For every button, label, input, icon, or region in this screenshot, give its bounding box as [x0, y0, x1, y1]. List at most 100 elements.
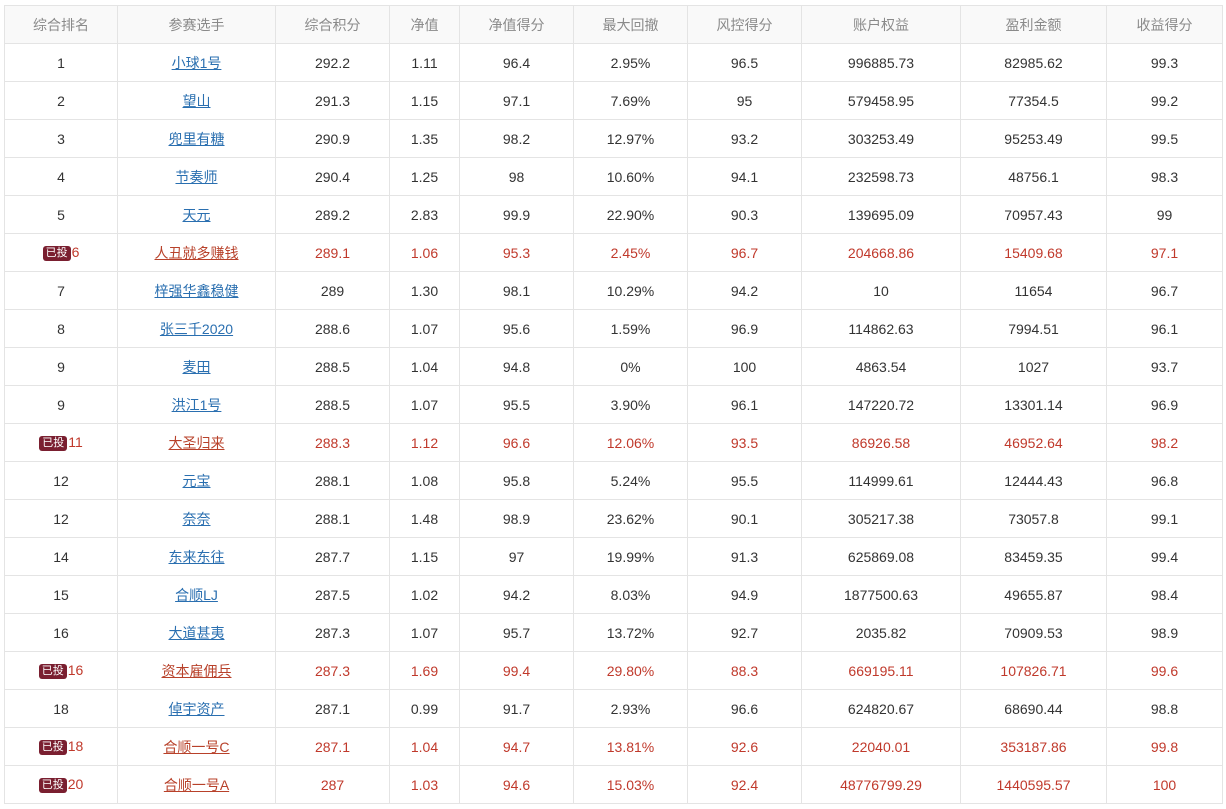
player-cell: 天元	[117, 195, 276, 234]
player-link[interactable]: 大道甚夷	[168, 624, 225, 641]
rank-cell: 15	[4, 575, 118, 614]
header-profit[interactable]: 盈利金额	[960, 5, 1107, 44]
score-cell: 287.5	[275, 575, 390, 614]
rank-number: 8	[57, 320, 65, 337]
equity-cell: 625869.08	[801, 537, 961, 576]
player-cell: 奈奈	[117, 499, 276, 538]
player-link[interactable]: 人丑就多赚钱	[154, 244, 239, 261]
header-score[interactable]: 综合积分	[275, 5, 390, 44]
nav-score-cell: 94.2	[459, 575, 574, 614]
player-link[interactable]: 节奏师	[175, 168, 218, 185]
rank-cell: 14	[4, 537, 118, 576]
table-body: 1 小球1号 292.2 1.11 96.4 2.95% 96.5 996885.73 8298…	[4, 43, 1223, 804]
player-cell: 麦田	[117, 347, 276, 386]
risk-score-cell: 96.1	[687, 385, 802, 424]
nav-score-cell: 95.8	[459, 461, 574, 500]
score-cell: 290.4	[275, 157, 390, 196]
max-drawdown-cell: 1.59%	[573, 309, 688, 348]
header-max-drawdown[interactable]: 最大回撤	[573, 5, 688, 44]
invested-badge: 已投	[38, 664, 67, 679]
max-drawdown-cell: 10.29%	[573, 271, 688, 310]
player-link[interactable]: 小球1号	[171, 54, 222, 71]
player-link[interactable]: 合顺一号A	[163, 776, 230, 793]
player-link[interactable]: 天元	[182, 206, 211, 223]
player-link[interactable]: 倬宇资产	[168, 700, 225, 717]
risk-score-cell: 96.9	[687, 309, 802, 348]
return-score-cell: 99.2	[1106, 81, 1223, 120]
max-drawdown-cell: 23.62%	[573, 499, 688, 538]
rank-number: 3	[57, 130, 65, 147]
rank-number: 1	[57, 54, 65, 71]
invested-badge: 已投	[42, 246, 71, 261]
score-cell: 287.7	[275, 537, 390, 576]
score-cell: 290.9	[275, 119, 390, 158]
rank-cell: 已投 18	[4, 727, 118, 766]
player-link[interactable]: 望山	[182, 92, 211, 109]
return-score-cell: 99	[1106, 195, 1223, 234]
table-row: 12 元宝 288.1 1.08 95.8 5.24% 95.5 114999.61 12444…	[4, 461, 1223, 500]
player-link[interactable]: 资本雇佣兵	[161, 662, 232, 679]
rank-cell: 16	[4, 613, 118, 652]
max-drawdown-cell: 13.81%	[573, 727, 688, 766]
equity-cell: 579458.95	[801, 81, 961, 120]
max-drawdown-cell: 2.95%	[573, 43, 688, 82]
equity-cell: 303253.49	[801, 119, 961, 158]
header-nav[interactable]: 净值	[389, 5, 460, 44]
rank-cell: 已投 11	[4, 423, 118, 462]
rank-cell: 9	[4, 347, 118, 386]
nav-cell: 1.15	[389, 537, 460, 576]
header-return-score[interactable]: 收益得分	[1106, 5, 1223, 44]
rank-number: 12	[53, 510, 69, 527]
player-link[interactable]: 梓强华鑫稳健	[154, 282, 239, 299]
table-row: 已投 6 人丑就多赚钱 289.1 1.06 95.3 2.45% 96.7 204668.86…	[4, 233, 1223, 272]
rank-number: 12	[53, 472, 69, 489]
nav-score-cell: 94.7	[459, 727, 574, 766]
return-score-cell: 98.3	[1106, 157, 1223, 196]
profit-cell: 7994.51	[960, 309, 1107, 348]
equity-cell: 4863.54	[801, 347, 961, 386]
player-link[interactable]: 大圣归来	[168, 434, 225, 451]
player-link[interactable]: 兜里有糖	[168, 130, 225, 147]
table-row: 9 洪江1号 288.5 1.07 95.5 3.90% 96.1 147220.72 1330…	[4, 385, 1223, 424]
header-equity[interactable]: 账户权益	[801, 5, 961, 44]
max-drawdown-cell: 22.90%	[573, 195, 688, 234]
player-link[interactable]: 麦田	[182, 358, 211, 375]
equity-cell: 305217.38	[801, 499, 961, 538]
max-drawdown-cell: 0%	[573, 347, 688, 386]
header-risk-score[interactable]: 风控得分	[687, 5, 802, 44]
rank-number: 16	[53, 624, 69, 641]
profit-cell: 12444.43	[960, 461, 1107, 500]
risk-score-cell: 90.3	[687, 195, 802, 234]
profit-cell: 11654	[960, 271, 1107, 310]
player-link[interactable]: 洪江1号	[171, 396, 222, 413]
table-row: 已投 11 大圣归来 288.3 1.12 96.6 12.06% 93.5 86926.58 4…	[4, 423, 1223, 462]
equity-cell: 114862.63	[801, 309, 961, 348]
table-row: 已投 20 合顺一号A 287 1.03 94.6 15.03% 92.4 48776799.2…	[4, 765, 1223, 804]
risk-score-cell: 96.6	[687, 689, 802, 728]
player-link[interactable]: 东来东往	[168, 548, 225, 565]
table-row: 已投 16 资本雇佣兵 287.3 1.69 99.4 29.80% 88.3 669195.1…	[4, 651, 1223, 690]
equity-cell: 624820.67	[801, 689, 961, 728]
return-score-cell: 99.3	[1106, 43, 1223, 82]
nav-score-cell: 98	[459, 157, 574, 196]
table-row: 已投 18 合顺一号C 287.1 1.04 94.7 13.81% 92.6 22040.01…	[4, 727, 1223, 766]
player-link[interactable]: 张三千2020	[159, 320, 234, 337]
header-nav-score[interactable]: 净值得分	[459, 5, 574, 44]
nav-cell: 2.83	[389, 195, 460, 234]
header-player[interactable]: 参赛选手	[117, 5, 276, 44]
risk-score-cell: 95	[687, 81, 802, 120]
player-link[interactable]: 合顺一号C	[163, 738, 230, 755]
player-link[interactable]: 元宝	[182, 472, 211, 489]
max-drawdown-cell: 12.97%	[573, 119, 688, 158]
player-link[interactable]: 奈奈	[182, 510, 211, 527]
rank-cell: 5	[4, 195, 118, 234]
nav-cell: 1.07	[389, 309, 460, 348]
score-cell: 288.1	[275, 461, 390, 500]
header-rank[interactable]: 综合排名	[4, 5, 118, 44]
profit-cell: 15409.68	[960, 233, 1107, 272]
player-link[interactable]: 合顺LJ	[175, 586, 218, 603]
nav-cell: 1.12	[389, 423, 460, 462]
risk-score-cell: 92.7	[687, 613, 802, 652]
equity-cell: 22040.01	[801, 727, 961, 766]
profit-cell: 13301.14	[960, 385, 1107, 424]
